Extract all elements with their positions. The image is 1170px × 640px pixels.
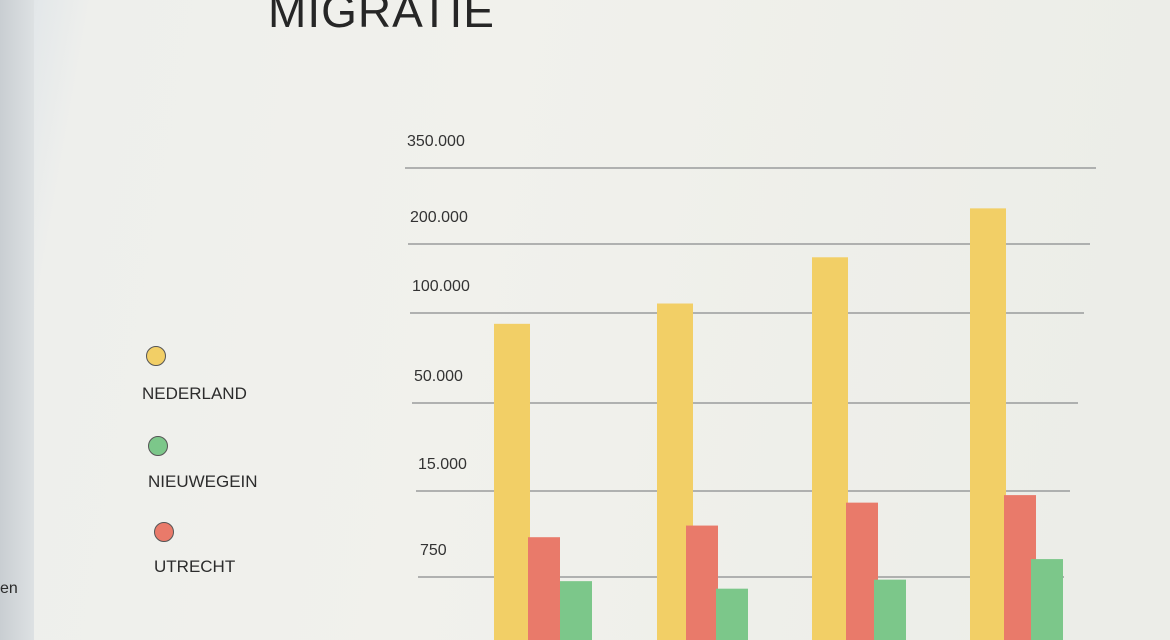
bar-nederland — [970, 208, 1006, 640]
bar-nieuwegein — [1031, 559, 1063, 640]
bar-utrecht — [1004, 495, 1036, 640]
chart-title: MIGRATIE — [268, 0, 495, 37]
legend-label: NIEUWEGEIN — [148, 472, 258, 491]
y-tick-label: 750 — [420, 542, 447, 559]
edge-text: en — [0, 580, 18, 597]
screen-bezel — [0, 0, 34, 640]
bar-nieuwegein — [560, 581, 592, 640]
y-tick-label: 200.000 — [410, 209, 468, 226]
legend-swatch — [154, 522, 174, 542]
y-tick-label: 50.000 — [414, 368, 463, 385]
y-tick-label: 15.000 — [418, 456, 467, 473]
legend-swatch — [148, 436, 168, 456]
bar-nederland — [812, 257, 848, 640]
bars — [494, 208, 1063, 640]
y-tick-label: 100.000 — [412, 278, 470, 295]
bar-utrecht — [846, 502, 878, 640]
bar-utrecht — [528, 537, 560, 640]
bar-nieuwegein — [874, 579, 906, 640]
legend-label: UTRECHT — [154, 557, 236, 576]
y-tick-labels: 350.000 200.000 100.000 50.000 15.000 750 — [407, 133, 470, 559]
legend-label: NEDERLAND — [142, 384, 247, 403]
bar-utrecht — [686, 525, 718, 640]
legend-swatch — [146, 346, 166, 366]
y-tick-label: 350.000 — [407, 133, 465, 150]
bar-nederland — [494, 323, 530, 640]
bar-nieuwegein — [716, 588, 748, 640]
